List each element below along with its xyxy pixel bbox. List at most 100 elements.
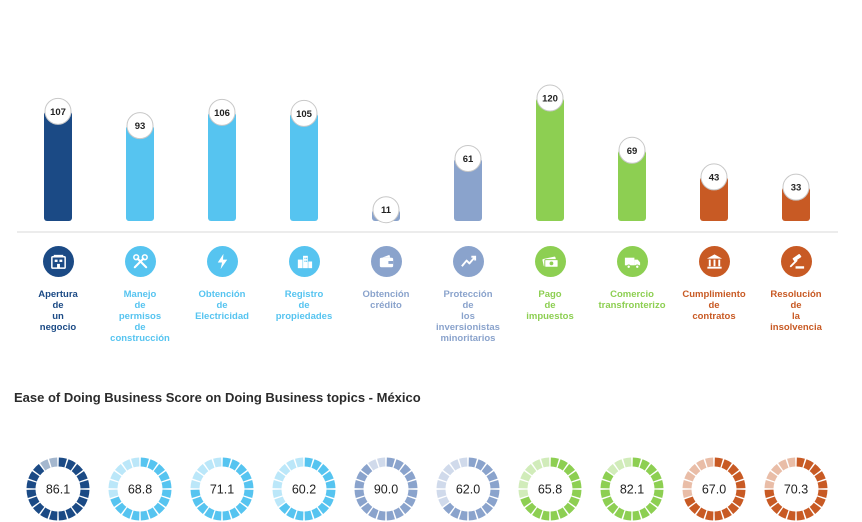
donut-segment — [650, 471, 662, 482]
bar-data-label: 120 — [542, 94, 558, 105]
donut-segment — [607, 502, 619, 514]
bar-value-bubble — [536, 84, 564, 112]
donut-segment — [40, 507, 51, 519]
topic-label: Manejo de permisos de construcción — [110, 289, 170, 344]
topic-legend: Apertura de un negocio Manejo de permisos… — [17, 246, 837, 351]
bar-value-bubble — [782, 173, 810, 201]
donut-segment — [122, 507, 133, 519]
donut-segment — [727, 502, 739, 514]
donut-segment — [110, 496, 122, 507]
donut-segment — [274, 496, 286, 507]
donut-segment — [147, 507, 158, 519]
donut-segment — [274, 471, 286, 482]
donut-segment — [325, 489, 336, 498]
topic-label: Resolución de la insolvencia — [770, 289, 822, 333]
donut-segment — [235, 502, 247, 514]
donut-segment — [279, 502, 291, 514]
topic-label: Obtención crédito — [362, 289, 410, 311]
bar — [618, 150, 646, 221]
donut-value-label: 62.0 — [456, 483, 480, 497]
donut-segment — [190, 489, 201, 498]
donut-segment — [735, 489, 746, 498]
donut-segment — [286, 459, 297, 471]
ranking-bar-chart: 107 93 106 105 11 61 120 69 43 33 — [17, 84, 838, 233]
bar-data-label: 107 — [50, 107, 66, 118]
donut-segment — [153, 502, 165, 514]
donut-segment — [489, 480, 500, 489]
donut-segment — [682, 480, 693, 489]
donut-segment — [213, 457, 222, 468]
donut-segment — [614, 507, 625, 519]
donut-segment — [115, 502, 127, 514]
score-donut: 90.0 — [354, 457, 418, 521]
donut-segment — [557, 507, 568, 519]
wallet-icon — [370, 246, 402, 277]
donut-segment — [787, 510, 796, 521]
bar-value-bubble — [290, 99, 318, 127]
donut-segment — [600, 489, 611, 498]
score-donut: 62.0 — [436, 457, 500, 521]
donut-value-label: 86.1 — [46, 483, 70, 497]
donut-segment — [459, 510, 468, 521]
donut-segment — [459, 457, 468, 468]
score-donut: 70.3 — [764, 457, 828, 521]
donut-segment — [243, 489, 254, 498]
topic-item: Obtención de Electricidad — [181, 246, 263, 351]
donut-segment — [65, 507, 76, 519]
donut-segment — [49, 510, 58, 521]
donut-segment — [520, 471, 532, 482]
donut-segment — [475, 459, 486, 471]
bar — [536, 98, 564, 221]
donut-segment — [689, 502, 701, 514]
donut-segment — [76, 471, 88, 482]
donut-segment — [809, 464, 821, 476]
donut-segment — [525, 464, 537, 476]
donut-segment — [295, 457, 304, 468]
donut-segment — [140, 510, 149, 521]
donut-segment — [26, 480, 37, 489]
donut-segment — [322, 496, 334, 507]
lightning-icon — [206, 246, 238, 277]
topic-item: Cumplimiento de contratos — [673, 246, 755, 351]
score-chart-title: Ease of Doing Business Score on Doing Bu… — [14, 390, 421, 405]
donut-segment — [79, 480, 90, 489]
bar — [44, 111, 72, 221]
bar-value-bubble — [700, 163, 728, 191]
donut-segment — [161, 480, 172, 489]
bar-value-bubble — [372, 196, 400, 224]
donut-segment — [222, 457, 231, 468]
donut-segment — [311, 459, 322, 471]
donut-segment — [131, 510, 140, 521]
city-icon — [288, 246, 320, 277]
donut-segment — [653, 489, 664, 498]
topic-label: Protección de los inversionistas minorit… — [436, 289, 500, 344]
donut-segment — [140, 457, 149, 468]
donut-segment — [240, 496, 252, 507]
donut-segment — [541, 510, 550, 521]
donut-segment — [28, 496, 40, 507]
donut-segment — [764, 489, 775, 498]
donut-value-label: 68.8 — [128, 483, 152, 497]
donut-segment — [192, 471, 204, 482]
tools-icon — [124, 246, 156, 277]
donut-segment — [304, 457, 313, 468]
bar-value-bubble — [44, 97, 72, 125]
bar-data-label: 43 — [709, 172, 720, 183]
topic-item: Registro de propiedades — [263, 246, 345, 351]
donut-segment — [550, 457, 559, 468]
donut-segment — [361, 502, 373, 514]
donut-segment — [532, 459, 543, 471]
donut-segment — [356, 496, 368, 507]
topic-item: Manejo de permisos de construcción — [99, 246, 181, 351]
donut-segment — [632, 510, 641, 521]
donut-segment — [40, 459, 51, 471]
bar-value-bubble — [208, 98, 236, 126]
donut-segment — [705, 457, 714, 468]
donut-segment — [399, 502, 411, 514]
donut-segment — [436, 480, 447, 489]
donut-segment — [361, 464, 373, 476]
donut-segment — [197, 502, 209, 514]
donut-segment — [645, 464, 657, 476]
donut-segment — [650, 496, 662, 507]
score-donut: 86.1 — [26, 457, 90, 521]
